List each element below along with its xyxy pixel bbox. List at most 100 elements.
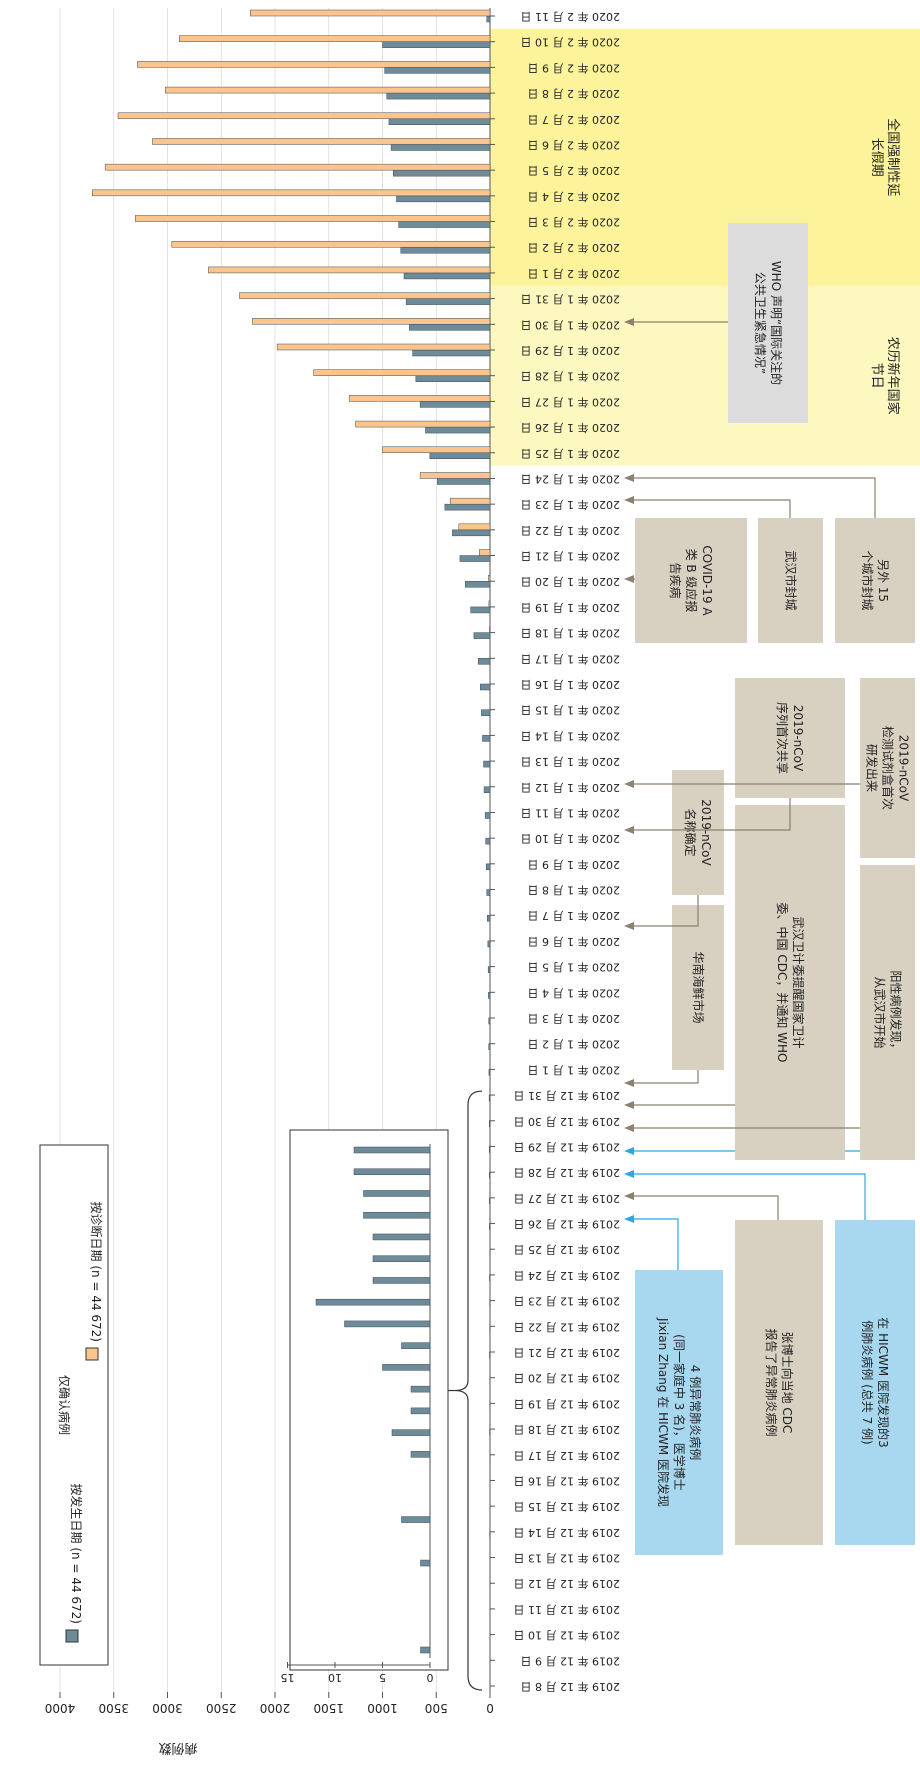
x-tick-label: 2019 年 12 月 26 日	[514, 1218, 620, 1232]
x-tick-label: 2020 年 1 月 25 日	[521, 447, 620, 461]
inset-bar	[410, 1451, 431, 1458]
x-tick-label: 2020 年 2 月 9 日	[528, 61, 620, 75]
annotation-text: WHO 声明“国际关注的公共卫生紧急情况”	[753, 261, 784, 385]
bar	[483, 760, 491, 768]
x-tick-label: 2019 年 12 月 8 日	[521, 1680, 620, 1694]
annotation-box	[672, 770, 724, 895]
annotation: 在 HICWM 医院发现的3例肺炎病例 (总共 7 例)	[624, 1147, 915, 1545]
annotation: 武汉市封城	[624, 496, 823, 643]
bar	[171, 240, 491, 248]
bar	[382, 41, 491, 48]
x-tick-label: 2020 年 2 月 4 日	[528, 190, 620, 204]
x-tick-label: 2020 年 1 月 24 日	[521, 472, 620, 486]
annotation-text: 阳性病例发现，从武汉市开始	[873, 970, 904, 1054]
inset-tick-label: 15	[281, 1671, 295, 1684]
bar	[488, 600, 491, 608]
x-tick-label: 2020 年 1 月 12 日	[521, 781, 620, 795]
bar	[276, 343, 491, 351]
x-tick-label: 2020 年 1 月 26 日	[521, 421, 620, 435]
bar	[452, 529, 491, 537]
annotation-arrowhead	[624, 780, 634, 788]
inset-bar	[372, 1277, 431, 1284]
annotation-arrowhead	[624, 1215, 634, 1223]
annotation-box	[635, 518, 747, 643]
annotation-arrowhead	[624, 1147, 634, 1155]
x-tick-label: 2020 年 2 月 6 日	[528, 138, 620, 152]
x-tick-label: 2019 年 12 月 30 日	[514, 1115, 620, 1129]
inset-bar	[420, 1559, 431, 1567]
annotation: 武汉卫计委提醒国家卫计委、中国 CDC，并通知 WHO	[624, 805, 845, 1160]
annotation-text: 武汉卫计委提醒国家卫计委、中国 CDC，并通知 WHO	[775, 903, 806, 1063]
inset-chart: 0 5 10 15	[281, 1090, 483, 1691]
x-tick-label: 2019 年 12 月 10 日	[514, 1629, 620, 1643]
bar	[449, 497, 491, 505]
bar	[489, 1171, 491, 1179]
annotation-text: 2019-nCoV名称确定	[683, 799, 713, 866]
bar	[485, 837, 491, 845]
annotation-text: 2019-nCoV序列首次共享	[775, 702, 805, 774]
shaded-period-1	[490, 28, 920, 286]
inset-bar	[344, 1320, 431, 1328]
inset-bar	[401, 1342, 431, 1349]
annotation: 4 例异常肺炎病例(同一家庭中 3 名)，医学博士Jixian Zhang 在 …	[624, 1215, 723, 1555]
annotation-box	[728, 223, 808, 423]
bar	[425, 426, 491, 434]
bar	[384, 67, 491, 74]
bar	[480, 683, 491, 691]
bar	[479, 549, 491, 556]
bar	[484, 812, 491, 819]
annotation-arrowhead	[624, 1079, 634, 1087]
legend-title: 仅确认病例	[57, 1375, 72, 1435]
bar	[348, 395, 491, 402]
bar	[481, 709, 491, 716]
inset-frame	[289, 1129, 449, 1671]
annotation-box	[735, 1220, 823, 1545]
x-tick-label: 2020 年 1 月 15 日	[521, 704, 620, 718]
shaded-period-label: 农历新年国家节日	[869, 337, 901, 415]
annotation-box	[835, 1220, 915, 1545]
bar	[483, 786, 491, 794]
annotation-arrowhead	[624, 474, 634, 482]
annotation-text: COVID-19 A类 B 级应报告疾病	[668, 545, 714, 616]
x-tick-label: 2020 年 1 月 13 日	[521, 755, 620, 769]
inset-bar	[353, 1146, 431, 1154]
bar	[403, 272, 491, 280]
x-tick-label: 2020 年 1 月 31 日	[521, 293, 620, 307]
annotation-text: 张博士向当地 CDC报告了异常肺炎病例	[764, 1328, 795, 1436]
annotation-arrowhead	[624, 1192, 634, 1200]
x-tick-label: 2019 年 12 月 27 日	[514, 1192, 620, 1206]
x-tick-label: 2020 年 1 月 5 日	[528, 961, 620, 975]
x-tick-label: 2020 年 1 月 29 日	[521, 344, 620, 358]
inset-bracket	[454, 1090, 483, 1691]
y-tick-label: 2000	[260, 1701, 291, 1715]
x-tick-label: 2020 年 1 月 3 日	[528, 1012, 620, 1026]
annotation: 2019-nCoV序列首次共享	[624, 678, 845, 834]
x-tick-label: 2020 年 1 月 16 日	[521, 678, 620, 692]
bar	[92, 189, 491, 197]
inset-bar	[353, 1168, 431, 1175]
bar	[152, 138, 491, 145]
y-tick-label: 1500	[313, 1701, 344, 1715]
bar	[458, 523, 491, 531]
x-tick-label: 2020 年 2 月 1 日	[528, 267, 620, 281]
bar	[489, 1351, 491, 1359]
x-tick-label: 2020 年 1 月 28 日	[521, 370, 620, 384]
x-tick-label: 2020 年 1 月 4 日	[528, 986, 620, 1000]
legend-label: 按诊断日期 (n = 44 672)	[89, 1202, 104, 1342]
inset-tick-label: 5	[379, 1671, 386, 1684]
bar	[117, 112, 491, 120]
bar	[487, 914, 491, 922]
y-tick-label: 0	[486, 1701, 494, 1715]
annotation-text: 2019-nCoV检测试剂盒首次研发出来	[865, 726, 911, 810]
bar	[405, 298, 491, 305]
bar	[419, 472, 491, 479]
bar	[355, 420, 491, 428]
x-tick-label: 2020 年 1 月 2 日	[528, 1038, 620, 1052]
x-tick-label: 2020 年 1 月 17 日	[521, 652, 620, 666]
shaded-period-label: 全国强制性延长假期	[869, 118, 901, 196]
annotation-arrowhead	[624, 1124, 634, 1132]
bar	[485, 863, 491, 871]
bar	[419, 401, 491, 408]
